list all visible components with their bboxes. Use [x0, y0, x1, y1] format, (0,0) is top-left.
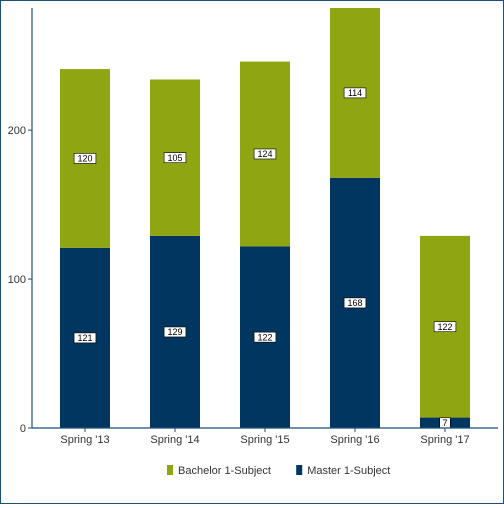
bar-label-bachelor-4: 122 — [433, 321, 457, 333]
bar-label-text: 122 — [437, 322, 452, 332]
legend-item-1: Master 1-Subject — [296, 465, 390, 477]
x-tick-label-2: Spring '15 — [240, 434, 289, 446]
bar-label-text: 124 — [257, 149, 272, 159]
bar-label-master-2: 122 — [253, 331, 277, 343]
bar-label-master-4: 7 — [439, 417, 451, 429]
bar-label-box — [163, 152, 187, 163]
bar-label-box — [343, 87, 367, 99]
bar-label-box — [163, 326, 187, 338]
bars-layer — [60, 8, 470, 428]
bar-labels-layer: 121 120 129 105 122 124 168 114 7 122 — [73, 87, 457, 429]
bar-label-text: 114 — [348, 88, 362, 98]
bar-label-text: 129 — [167, 327, 182, 337]
bar-label-bachelor-2: 124 — [253, 148, 277, 160]
bar-label-master-0: 121 — [73, 332, 97, 344]
bar-label-bachelor-3: 114 — [343, 87, 367, 99]
bar-label-master-1: 129 — [163, 326, 187, 338]
bar-label-bachelor-0: 120 — [73, 153, 97, 164]
bar-label-bachelor-1: 105 — [163, 152, 187, 163]
legend: Bachelor 1-Subject Master 1-Subject — [167, 465, 390, 477]
bar-label-box — [253, 148, 277, 160]
bar-label-text: 122 — [257, 332, 272, 342]
bar-label-text: 168 — [347, 298, 362, 308]
y-tick-label-0: 0 — [20, 423, 26, 435]
legend-swatch — [296, 465, 303, 475]
bar-label-master-3: 168 — [343, 297, 367, 309]
bar-label-text: 7 — [442, 418, 447, 428]
legend-item-0: Bachelor 1-Subject — [167, 465, 271, 477]
bar-label-box — [433, 321, 457, 333]
bar-label-text: 105 — [167, 153, 182, 163]
legend-label: Bachelor 1-Subject — [178, 465, 271, 477]
x-tick-label-0: Spring '13 — [60, 434, 109, 446]
bar-label-box — [343, 297, 367, 309]
x-tick-label-1: Spring '14 — [150, 434, 199, 446]
y-tick-label-1: 100 — [8, 274, 26, 286]
x-tick-label-3: Spring '16 — [330, 434, 379, 446]
y-tick-label-2: 200 — [8, 125, 26, 137]
bar-label-box — [253, 331, 277, 343]
bar-label-text: 120 — [77, 154, 92, 164]
axes-layer: 0 100 200 Spring '13 Spring '14 Spring '15 Spr… — [8, 8, 498, 446]
legend-swatch — [167, 465, 173, 475]
bar-label-box — [73, 153, 97, 164]
bar-label-box — [73, 332, 97, 344]
legend-label: Master 1-Subject — [307, 465, 390, 477]
x-tick-label-4: Spring '17 — [420, 434, 469, 446]
bar-label-text: 121 — [77, 333, 92, 343]
